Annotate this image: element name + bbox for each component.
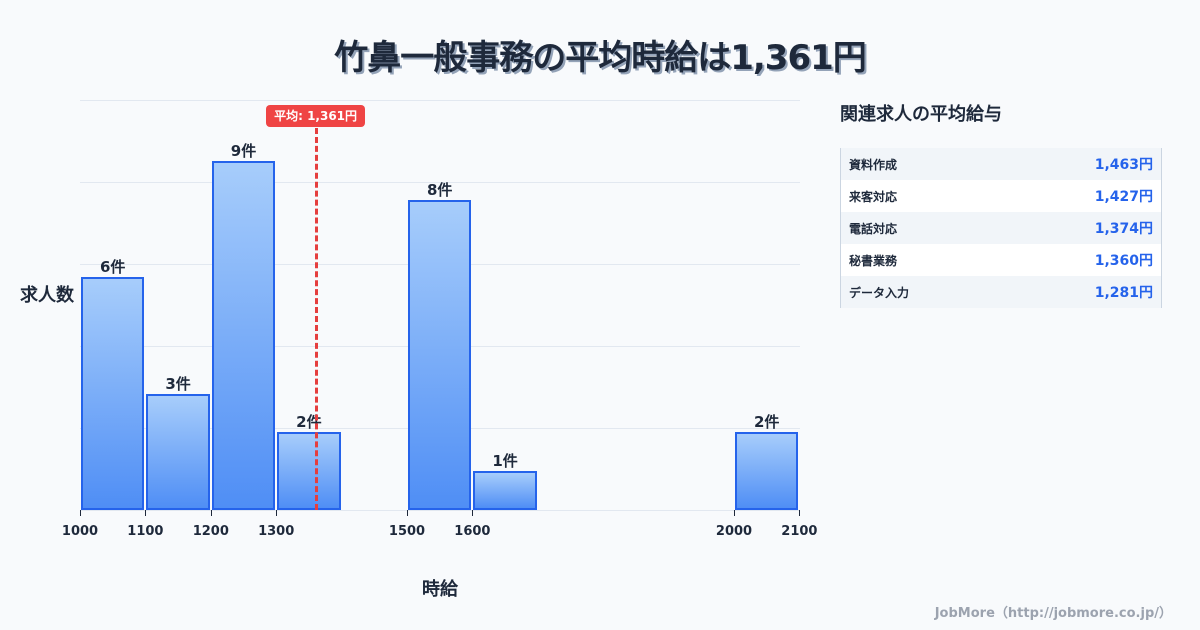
histogram-bar: [211, 160, 276, 510]
x-tick-label: 2000: [715, 524, 753, 539]
histogram-bar: [146, 393, 210, 510]
table-row: 秘書業務 1,360円: [841, 244, 1161, 276]
bar-count-label: 1件: [492, 452, 518, 471]
page-title: 竹鼻一般事務の平均時給は1,361円: [334, 38, 867, 78]
bar-count-label: 2件: [753, 413, 780, 432]
table-row: 来客対応 1,427円: [841, 180, 1161, 212]
job-name: 秘書業務: [849, 253, 898, 268]
x-tick-label: 1200: [192, 524, 229, 539]
x-tick-label: 2100: [781, 524, 818, 539]
histogram-bar: [277, 432, 341, 510]
x-tick: [80, 510, 81, 516]
bar-count-label: 9件: [230, 141, 257, 160]
bar-count-label: 2件: [296, 413, 322, 432]
histogram-bar: [473, 471, 537, 510]
table-row: 電話対応 1,374円: [841, 212, 1161, 244]
job-name: 資料作成: [849, 157, 898, 172]
average-badge: 平均: 1,361円: [266, 105, 366, 127]
y-axis-label: 求人数: [20, 285, 74, 306]
related-panel-title: 関連求人の平均給与: [840, 104, 1002, 125]
histogram-chart: 求人数 時給 6件 3件 9件 2件 8件 1件 2件 1000 1100 1200 1300 15…: [20, 100, 818, 600]
job-salary: 1,374円: [1094, 221, 1153, 237]
x-tick: [407, 510, 408, 516]
x-axis-label: 時給: [422, 579, 458, 600]
bar-count-label: 3件: [165, 374, 191, 393]
x-tick: [211, 510, 212, 516]
job-name: 来客対応: [849, 189, 898, 204]
average-line: [314, 128, 318, 510]
x-tick-label: 1500: [388, 524, 426, 539]
bar-count-label: 6件: [99, 258, 126, 277]
job-salary: 1,360円: [1094, 253, 1153, 269]
table-row: データ入力 1,281円: [841, 276, 1161, 308]
x-tick-label: 1300: [258, 524, 295, 539]
x-tick-label: 1100: [127, 524, 164, 539]
bar-count-label: 8件: [426, 180, 453, 199]
job-name: 電話対応: [849, 221, 898, 236]
gridline: [80, 182, 800, 183]
footer-credit: JobMore（http://jobmore.co.jp/）: [934, 606, 1172, 621]
histogram-bar: [735, 432, 799, 510]
x-tick-label: 1000: [61, 524, 99, 539]
gridline: [80, 100, 800, 101]
job-salary: 1,463円: [1094, 157, 1153, 173]
x-axis-line: [80, 510, 800, 511]
histogram-bar: [81, 277, 145, 510]
job-salary: 1,281円: [1094, 285, 1153, 301]
x-tick: [145, 510, 146, 516]
job-salary: 1,427円: [1094, 189, 1153, 205]
related-salary-table: 資料作成 1,463円 来客対応 1,427円 電話対応 1,374円 秘書業務…: [840, 148, 1162, 308]
x-tick: [734, 510, 735, 516]
x-tick: [799, 510, 800, 516]
related-salary-panel: 関連求人の平均給与 資料作成 1,463円 来客対応 1,427円 電話対応 1…: [840, 100, 1162, 308]
table-row: 資料作成 1,463円: [841, 148, 1161, 180]
x-tick-label: 1600: [454, 524, 491, 539]
x-tick: [472, 510, 473, 516]
histogram-bar: [408, 199, 472, 510]
job-name: データ入力: [849, 285, 910, 300]
x-tick: [276, 510, 277, 516]
